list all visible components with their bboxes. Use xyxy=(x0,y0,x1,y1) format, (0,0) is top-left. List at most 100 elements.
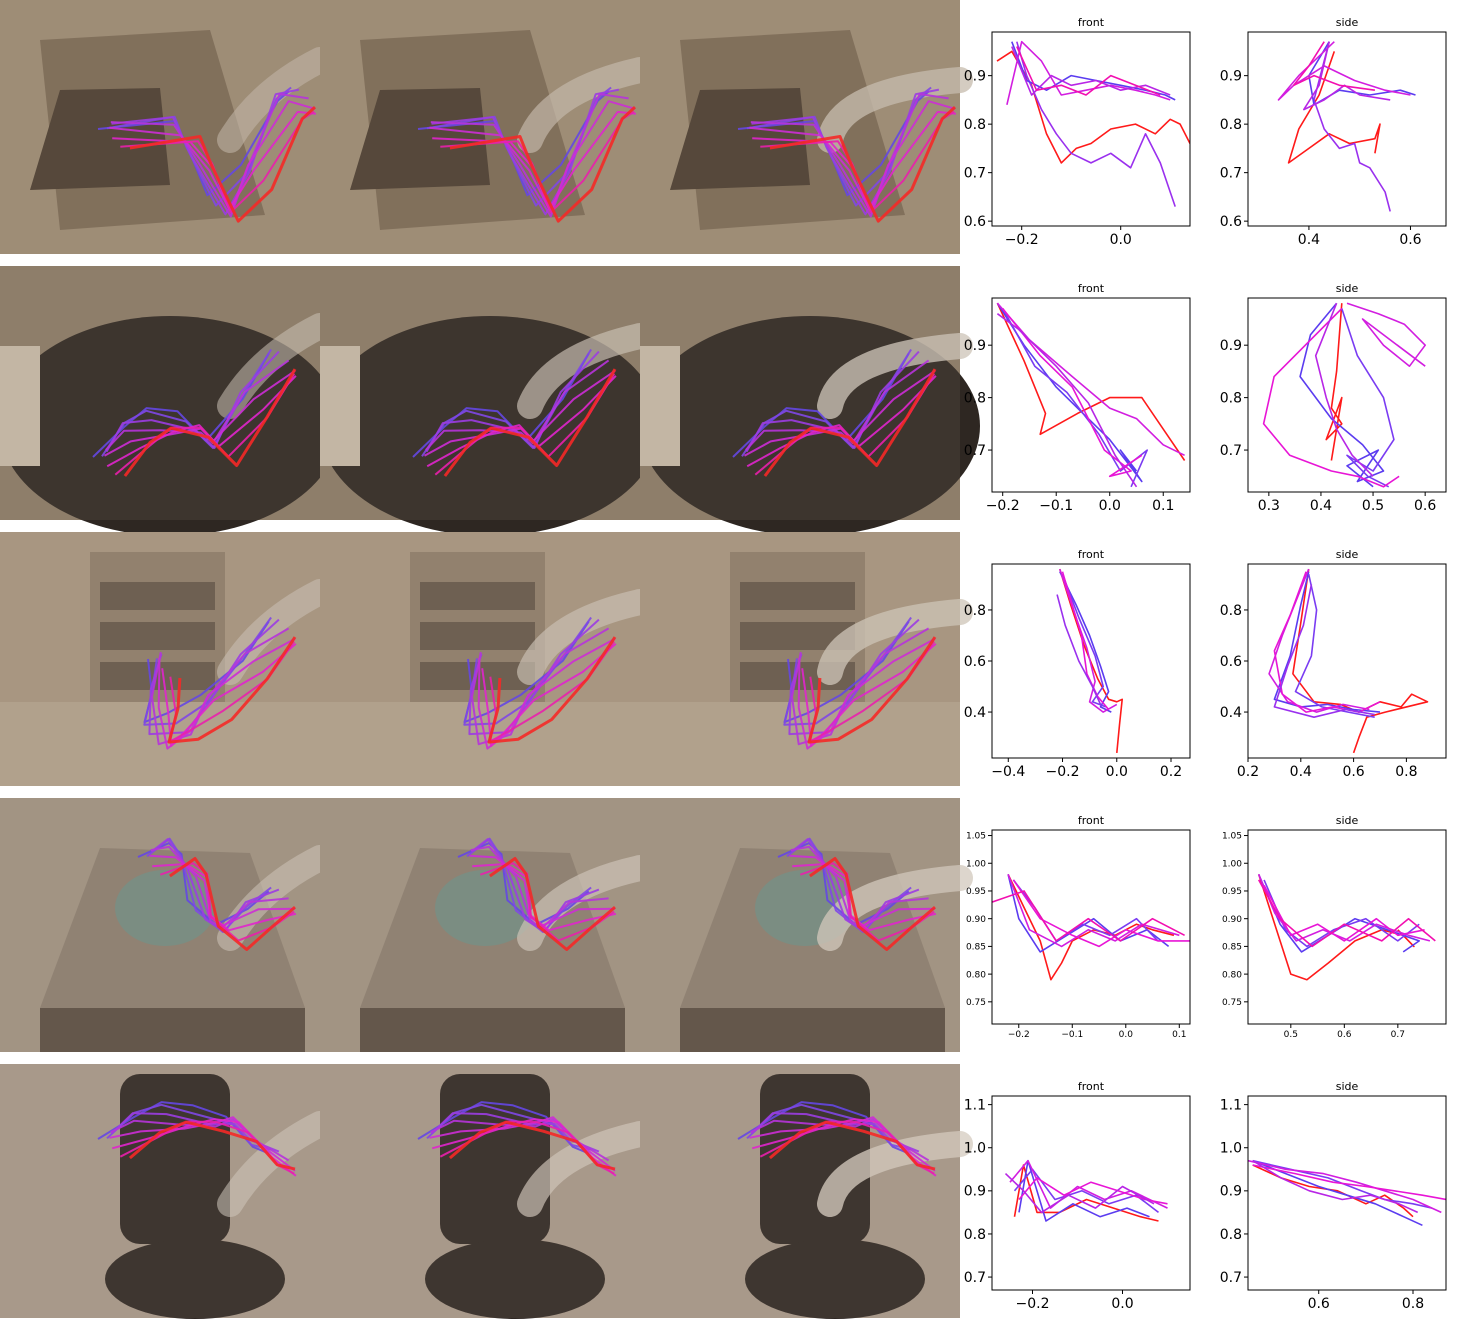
desk-mat xyxy=(670,88,810,190)
image-trajectory xyxy=(737,1101,910,1155)
image-trajectory xyxy=(105,359,290,451)
y-tick-label: 0.9 xyxy=(1220,1184,1242,1200)
trajectory-line xyxy=(1016,41,1176,207)
plot-front-row-5: front −0.2 0.0 0.7 0.8 0.9 1.0 1.1 xyxy=(964,1080,1191,1312)
drawer xyxy=(100,582,215,610)
trajectory-line xyxy=(1277,41,1411,101)
plot-frame xyxy=(991,1095,1191,1291)
image-trajectory xyxy=(161,643,297,747)
image-trajectory xyxy=(807,636,937,744)
y-tick-label: 0.75 xyxy=(1222,998,1242,1008)
plot-series-group xyxy=(1257,873,1436,981)
y-tick-label: 0.75 xyxy=(966,998,986,1008)
y-tick-label: 0.95 xyxy=(966,887,986,897)
image-trajectory xyxy=(426,375,617,468)
frame-tint xyxy=(0,1064,320,1318)
image-trajectory xyxy=(137,842,270,926)
image-trajectory xyxy=(791,627,930,746)
trajectory-line xyxy=(1268,568,1370,713)
camera-frame-1-3 xyxy=(640,0,973,254)
frame-tint xyxy=(320,0,640,254)
plot-series-group xyxy=(1262,302,1426,488)
x-tick-label: 0.6 xyxy=(1308,1296,1330,1312)
robot-arm xyxy=(517,855,653,951)
sofa-cushion xyxy=(640,346,680,466)
camera-frame-2-1 xyxy=(0,266,340,536)
plot-side-row-4: side 0.5 0.6 0.7 0.75 0.80 0.85 0.90 0.95 1.00 1.0… xyxy=(1222,814,1447,1040)
plot-frame xyxy=(1247,829,1447,1025)
trajectory-line xyxy=(1252,1164,1446,1201)
plot-front-row-4: front −0.2 −0.1 0.0 0.1 0.75 0.80 0.85 0.90 0.95 1… xyxy=(966,814,1191,1040)
y-tick-label: 0.8 xyxy=(1220,391,1242,407)
x-tick-label: −0.2 xyxy=(986,498,1020,514)
image-trajectory xyxy=(431,88,620,216)
image-trajectory xyxy=(763,368,937,477)
plot-side-row-3: side 0.2 0.4 0.6 0.8 0.4 0.6 0.8 xyxy=(1220,548,1447,780)
x-tick-label: −0.1 xyxy=(1039,498,1073,514)
image-trajectory xyxy=(167,636,297,744)
sofa-cushion xyxy=(320,346,360,466)
image-trajectory xyxy=(487,636,617,744)
robot-arm xyxy=(817,67,973,153)
robot-arm xyxy=(217,1111,333,1217)
figure-row-1: front −0.2 0.0 0.6 0.7 0.8 0.9 side 0.4 0.6 0.6 0.7… xyxy=(0,0,1447,254)
y-tick-label: 1.1 xyxy=(1220,1098,1242,1114)
trajectory-line xyxy=(1059,571,1112,713)
trajectory-line xyxy=(1011,46,1171,96)
robot-arm xyxy=(817,333,973,419)
trajectory-line xyxy=(1341,308,1395,488)
plot-front-row-3: front −0.4 −0.2 0.0 0.2 0.4 0.6 0.8 xyxy=(964,548,1191,780)
trajectory-line xyxy=(1004,1173,1155,1214)
image-trajectory xyxy=(150,838,280,933)
x-tick-label: 0.6 xyxy=(1337,1030,1352,1040)
y-tick-label: 0.6 xyxy=(1220,654,1242,670)
x-tick-label: 0.4 xyxy=(1310,498,1332,514)
plot-frame xyxy=(991,297,1191,493)
image-trajectory xyxy=(443,368,617,477)
x-tick-label: 0.0 xyxy=(1099,498,1121,514)
x-tick-label: −0.1 xyxy=(1061,1030,1083,1040)
y-tick-label: 0.9 xyxy=(964,69,986,85)
trajectory-line xyxy=(1325,303,1343,461)
camera-frame-3-3 xyxy=(640,532,973,786)
x-tick-label: 0.6 xyxy=(1342,764,1364,780)
x-tick-label: 0.4 xyxy=(1290,764,1312,780)
image-trajectory xyxy=(169,857,296,951)
trajectory-line xyxy=(1314,302,1374,477)
image-trajectory xyxy=(106,86,292,207)
camera-frame-4-1 xyxy=(0,798,333,1052)
trajectory-line xyxy=(1002,308,1143,478)
x-tick-label: −0.4 xyxy=(991,764,1025,780)
image-trajectory xyxy=(97,1101,270,1155)
frame-tint xyxy=(640,0,960,254)
drawer xyxy=(420,622,535,650)
image-trajectory xyxy=(746,375,937,468)
y-tick-label: 0.6 xyxy=(1220,214,1242,230)
image-trajectory xyxy=(466,837,592,933)
trajectory-line xyxy=(1313,41,1391,212)
trajectory-line xyxy=(996,313,1138,488)
image-trajectory xyxy=(430,93,629,218)
y-tick-label: 1.05 xyxy=(966,832,986,842)
x-tick-label: 0.8 xyxy=(1402,1296,1424,1312)
image-trajectory xyxy=(448,1120,616,1171)
frame-tint xyxy=(640,532,960,786)
chair-seat xyxy=(745,1239,925,1319)
trajectory-line xyxy=(1257,879,1436,948)
camera-frame-3-1 xyxy=(0,532,333,786)
figure-row-3: front −0.4 −0.2 0.0 0.2 0.4 0.6 0.8 side 0.2 0.4 0.… xyxy=(0,532,1447,786)
image-trajectory xyxy=(129,105,317,223)
image-trajectory xyxy=(111,88,300,216)
y-tick-label: 1.00 xyxy=(1222,859,1242,869)
x-tick-label: 0.4 xyxy=(1298,232,1320,248)
plot-front-row-1: front −0.2 0.0 0.6 0.7 0.8 0.9 xyxy=(964,16,1191,248)
frame-tint xyxy=(320,266,640,520)
plot-front-row-2: front −0.2 −0.1 0.0 0.1 0.7 0.8 0.9 xyxy=(964,282,1191,514)
figure-row-5: front −0.2 0.0 0.7 0.8 0.9 1.0 1.1 side 0.6 0.8 0.7… xyxy=(0,1064,1447,1319)
frame-tint xyxy=(640,798,960,1052)
frame-tint xyxy=(320,532,640,786)
x-tick-label: 0.0 xyxy=(1111,1296,1133,1312)
image-trajectory xyxy=(489,857,616,951)
y-tick-label: 0.8 xyxy=(1220,1227,1242,1243)
desk-mat xyxy=(30,88,170,190)
